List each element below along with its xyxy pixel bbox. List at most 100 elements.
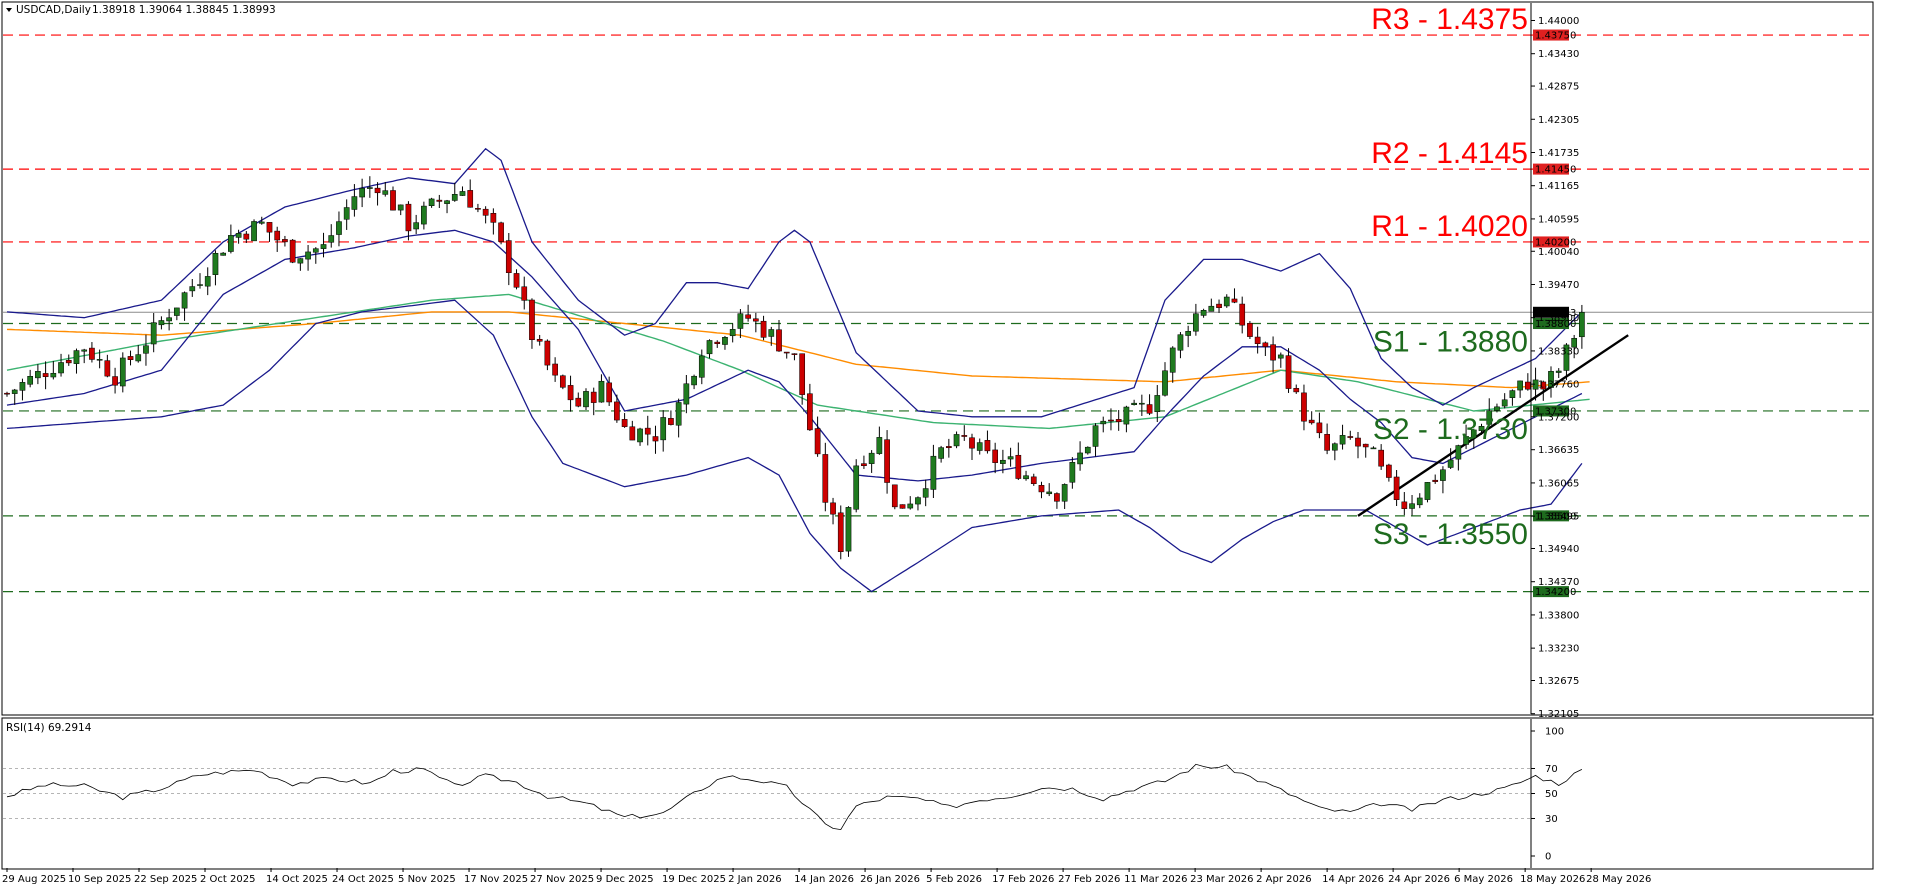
dropdown-triangle-icon[interactable] (6, 8, 12, 12)
bear-candle (1285, 355, 1292, 389)
bull-candle (35, 371, 41, 379)
bear-candle (567, 385, 574, 401)
level-label-0: R3 - 1.4375 (1371, 3, 1528, 36)
bear-candle (552, 363, 558, 376)
bull-candle (312, 248, 319, 253)
bull-candle (1494, 406, 1500, 411)
time-tick-label: 5 Nov 2025 (398, 874, 456, 885)
bull-candle (96, 359, 103, 361)
bear-candle (837, 512, 844, 552)
bull-candle (1409, 503, 1415, 509)
time-tick-label: 14 Jan 2026 (794, 874, 854, 885)
bull-candle (1077, 452, 1083, 465)
bear-candle (544, 340, 551, 366)
bear-candle (814, 428, 821, 455)
bull-candle (1416, 497, 1423, 506)
bull-candle (351, 196, 358, 210)
bull-candle (382, 190, 389, 195)
bear-candle (1524, 381, 1531, 390)
time-tick-label: 14 Oct 2025 (266, 874, 328, 885)
bear-candle (1231, 298, 1238, 303)
bear-candle (521, 286, 528, 301)
rsi-header-label: RSI(14) 69.2914 (6, 722, 92, 734)
bull-candle (173, 307, 180, 316)
bull-candle (768, 329, 775, 337)
level-tag-4 (1533, 405, 1569, 417)
bear-candle (1301, 392, 1307, 422)
bull-candle (1517, 380, 1523, 391)
bull-candle (637, 428, 643, 443)
bear-candle (529, 299, 535, 341)
level-label-2: R1 - 1.4020 (1371, 210, 1528, 243)
bear-candle (606, 382, 613, 403)
bull-candle (366, 187, 373, 189)
bull-candle (73, 350, 80, 364)
bear-candle (1308, 419, 1315, 424)
bear-candle (668, 418, 674, 425)
rsi-layer: 100 70 50 30 0 (3, 719, 1583, 868)
bear-candle (1401, 501, 1408, 509)
bull-candle (1563, 344, 1570, 371)
price-tick-label: 1.37760 (1538, 380, 1579, 391)
bear-candle (992, 449, 999, 463)
rsi-tick-label: 30 (1545, 814, 1558, 825)
bear-candle (969, 437, 975, 449)
price-tick-label: 1.32105 (1538, 709, 1579, 720)
bear-candle (1393, 476, 1400, 500)
bull-candle (197, 284, 203, 286)
bull-candle (1455, 445, 1462, 460)
bear-candle (1038, 485, 1045, 493)
time-tick-label: 5 Feb 2026 (926, 874, 982, 885)
bull-candle (258, 221, 265, 224)
bull-candle (166, 317, 172, 322)
bull-candle (1046, 491, 1053, 495)
bear-candle (807, 393, 813, 431)
bear-candle (1270, 344, 1276, 361)
price-tick-label: 1.32675 (1538, 676, 1579, 687)
bollinger-upper-line (6, 147, 1583, 418)
bull-candle (212, 252, 219, 275)
bear-candle (752, 318, 759, 322)
rsi-panel[interactable] (1, 717, 1874, 870)
ma-slow-line (6, 311, 1590, 389)
bull-candle (1424, 482, 1431, 500)
time-tick-label: 14 Apr 2026 (1322, 874, 1384, 885)
bull-candle (1023, 475, 1029, 480)
bull-candle (119, 357, 126, 387)
bull-candle (598, 380, 605, 403)
bull-candle (1084, 446, 1091, 454)
price-tick-label: 1.42305 (1538, 115, 1579, 126)
bear-candle (629, 426, 636, 441)
bear-candle (1432, 479, 1439, 482)
bear-candle (112, 376, 118, 386)
bull-candle (1092, 425, 1099, 447)
level-tag-text-0: 1.43750 (1535, 31, 1576, 42)
time-tick-label: 19 Dec 2025 (662, 874, 726, 885)
bull-candle (583, 391, 589, 408)
bull-candle (1138, 402, 1145, 405)
bear-candle (1316, 422, 1323, 434)
bull-candle (451, 194, 458, 201)
price-tick-label: 1.37200 (1538, 412, 1579, 423)
price-tick-label: 1.40040 (1538, 247, 1579, 258)
rsi-tick-label: 50 (1545, 789, 1558, 800)
bear-candle (621, 419, 628, 427)
bull-candle (868, 452, 875, 464)
candles-layer (4, 176, 1585, 560)
bear-candle (884, 439, 890, 483)
bull-candle (150, 322, 157, 345)
level-tag-text-6: 1.34200 (1535, 587, 1576, 598)
level-labels-layer: R3 - 1.4375 1.43750 R2 - 1.4145 1.41450 R1 -… (1371, 3, 1576, 598)
indicators-layer (6, 147, 1629, 593)
bear-candle (1386, 464, 1392, 478)
bull-candle (976, 442, 983, 451)
bull-candle (1208, 305, 1215, 312)
bull-candle (915, 497, 921, 505)
bear-candle (652, 436, 659, 442)
bull-candle (1069, 462, 1076, 483)
bull-candle (675, 402, 682, 426)
rsi-tick-label: 0 (1545, 852, 1551, 863)
bear-candle (390, 190, 396, 211)
bull-candle (58, 362, 64, 374)
